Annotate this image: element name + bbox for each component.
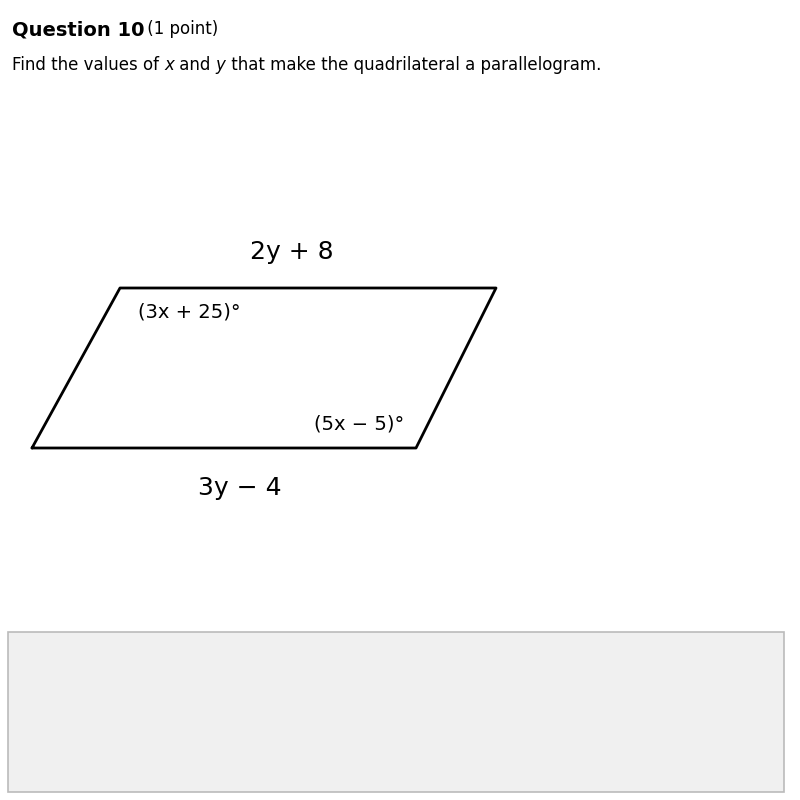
Text: and: and <box>174 56 216 74</box>
Text: that make the quadrilateral a parallelogram.: that make the quadrilateral a parallelog… <box>226 56 601 74</box>
FancyBboxPatch shape <box>8 632 784 792</box>
Text: (5x − 5)°: (5x − 5)° <box>314 414 404 434</box>
Text: Question 10: Question 10 <box>12 20 145 39</box>
Text: x: x <box>164 56 174 74</box>
Text: (3x + 25)°: (3x + 25)° <box>138 302 240 322</box>
Text: 3y − 4: 3y − 4 <box>198 476 282 500</box>
Text: Find the values of: Find the values of <box>12 56 164 74</box>
Text: 2y + 8: 2y + 8 <box>250 240 334 264</box>
Text: (1 point): (1 point) <box>142 20 218 38</box>
Text: y: y <box>216 56 226 74</box>
